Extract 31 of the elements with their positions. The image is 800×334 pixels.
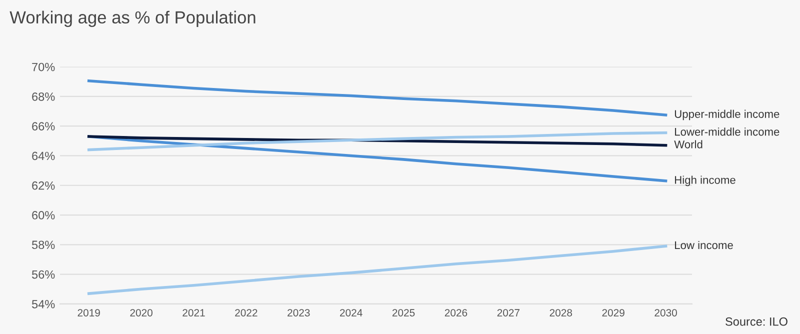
x-tick-label: 2021 [182, 309, 205, 316]
y-tick-label: 70% [32, 62, 55, 72]
y-tick-label: 60% [32, 211, 55, 220]
x-tick-label: 2029 [602, 309, 624, 316]
series-label: High income [675, 176, 736, 186]
y-tick-label: 64% [32, 152, 55, 160]
line-series [87, 244, 668, 295]
series-label: Low income [675, 240, 733, 250]
series-label: World [674, 140, 702, 148]
y-tick-label: 56% [32, 270, 55, 279]
x-tick-label: 2027 [497, 309, 520, 316]
x-tick-label: 2020 [130, 309, 152, 316]
x-tick-label: 2024 [340, 309, 362, 316]
line-series [87, 79, 668, 116]
x-tick-label: 2028 [550, 309, 572, 316]
y-tick-label: 68% [32, 92, 55, 101]
series-label: Upper-middle income [674, 110, 780, 120]
chart-title: Working age as % of Population [10, 10, 256, 27]
source-note: Source: ILO [726, 317, 788, 326]
x-tick-label: 2030 [654, 309, 677, 316]
x-tick-label: 2025 [392, 309, 415, 316]
line-series [87, 131, 668, 152]
x-tick-label: 2022 [235, 309, 258, 316]
x-tick-label: 2019 [78, 309, 100, 316]
y-tick-label: 58% [32, 240, 55, 250]
y-tick-label: 62% [32, 181, 55, 190]
x-tick-label: 2023 [288, 309, 310, 316]
x-tick-label: 2026 [444, 309, 468, 316]
y-tick-label: 66% [32, 122, 55, 130]
series-label: Lower-middle income [675, 128, 780, 136]
y-tick-label: 54% [32, 300, 55, 308]
